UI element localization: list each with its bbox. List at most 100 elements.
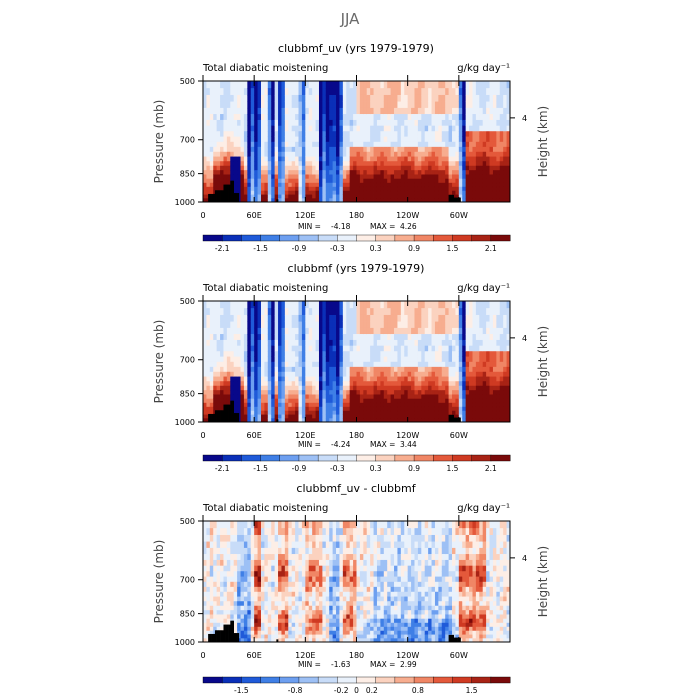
heatmap-cell xyxy=(496,161,501,167)
heatmap-cell xyxy=(257,114,262,121)
heatmap-cell xyxy=(264,634,269,639)
heatmap-cell xyxy=(209,581,214,588)
heatmap-cell xyxy=(329,334,334,341)
heatmap-cell xyxy=(322,125,327,132)
heatmap-cell xyxy=(206,334,211,341)
heatmap-cell xyxy=(339,314,344,322)
heatmap-cell xyxy=(431,161,436,167)
heatmap-cell xyxy=(452,119,456,127)
heatmap-cell xyxy=(226,119,231,127)
heatmap-cell xyxy=(233,88,238,96)
heatmap-cell xyxy=(257,351,262,357)
heatmap-cell xyxy=(271,398,276,404)
heatmap-cell xyxy=(295,94,299,102)
heatmap-cell xyxy=(380,398,385,404)
heatmap-cell xyxy=(274,156,279,162)
heatmap-cell xyxy=(254,131,258,137)
heatmap-cell xyxy=(472,182,477,188)
heatmap-cell xyxy=(336,125,340,132)
heatmap-cell xyxy=(301,339,306,347)
heatmap-cell xyxy=(203,376,207,382)
heatmap-cell xyxy=(260,622,265,628)
heatmap-cell xyxy=(322,194,327,199)
heatmap-cell xyxy=(288,119,293,127)
heatmap-cell xyxy=(233,356,238,363)
terrain-block xyxy=(453,197,456,202)
heatmap-cell xyxy=(213,571,218,577)
heatmap-cell xyxy=(458,376,463,382)
heatmap-cell xyxy=(445,125,449,132)
heatmap-cell xyxy=(431,141,436,148)
heatmap-cell xyxy=(411,351,415,357)
heatmap-cell xyxy=(281,194,286,199)
heatmap-cell xyxy=(492,156,497,162)
heatmap-cell xyxy=(424,101,429,109)
heatmap-cell xyxy=(322,410,327,415)
heatmap-cell xyxy=(370,356,374,363)
heatmap-cell xyxy=(506,81,511,89)
heatmap-cell xyxy=(278,136,282,143)
x-tick-label: 120E xyxy=(295,431,315,440)
heatmap-cell xyxy=(267,327,272,335)
heatmap-cell xyxy=(284,381,289,387)
heatmap-cell xyxy=(240,534,245,542)
heatmap-cell xyxy=(445,182,449,188)
heatmap-cell xyxy=(281,151,286,157)
heatmap-cell xyxy=(455,406,460,412)
heatmap-cell xyxy=(452,410,456,415)
heatmap-cell xyxy=(237,101,241,109)
heatmap-cell xyxy=(233,576,238,583)
heatmap-cell xyxy=(353,314,357,322)
heatmap-cell xyxy=(209,81,214,89)
heatmap-cell xyxy=(407,156,412,162)
heatmap-cell xyxy=(264,591,269,597)
heatmap-cell xyxy=(376,321,381,329)
heatmap-cell xyxy=(390,321,395,329)
heatmap-cell xyxy=(281,119,286,127)
heatmap-cell xyxy=(394,198,398,203)
heatmap-cell xyxy=(462,94,467,102)
heatmap-cell xyxy=(506,107,511,115)
heatmap-cell xyxy=(486,394,490,400)
heatmap-cell xyxy=(417,194,422,199)
heatmap-cell xyxy=(417,356,422,363)
heatmap-cell xyxy=(486,301,490,309)
heatmap-cell xyxy=(356,398,361,404)
heatmap-cell xyxy=(370,410,374,415)
heatmap-cell xyxy=(213,356,218,363)
heatmap-cell xyxy=(370,107,374,115)
heatmap-cell xyxy=(346,161,351,167)
heatmap-cell xyxy=(318,194,323,199)
heatmap-cell xyxy=(233,601,238,607)
heatmap-cell xyxy=(441,339,446,347)
heatmap-cell xyxy=(438,366,443,373)
heatmap-cell xyxy=(479,94,484,102)
heatmap-cell xyxy=(390,339,395,347)
heatmap-cell xyxy=(445,141,449,148)
heatmap-cell xyxy=(305,186,310,192)
heatmap-cell xyxy=(417,107,422,115)
heatmap-cell xyxy=(315,394,320,400)
heatmap-cell xyxy=(373,385,378,391)
heatmap-cell xyxy=(237,541,241,549)
heatmap-cell xyxy=(462,131,467,137)
heatmap-cell xyxy=(329,182,334,188)
heatmap-cell xyxy=(499,406,504,412)
heatmap-cell xyxy=(475,394,480,400)
heatmap-cell xyxy=(243,534,248,542)
heatmap-cell xyxy=(455,136,460,143)
heatmap-cell xyxy=(359,131,364,137)
heatmap-cell xyxy=(305,94,310,102)
heatmap-cell xyxy=(407,321,412,329)
y-tick-label: 1000 xyxy=(175,418,195,427)
heatmap-cell xyxy=(264,547,269,555)
heatmap-cell xyxy=(400,345,405,352)
heatmap-cell xyxy=(503,107,507,115)
heatmap-cell xyxy=(383,345,388,352)
heatmap-cell xyxy=(203,638,207,643)
heatmap-cell xyxy=(216,361,221,368)
heatmap-cell xyxy=(213,151,218,157)
heatmap-cell xyxy=(424,136,429,143)
heatmap-cell xyxy=(349,146,354,153)
heatmap-cell xyxy=(431,402,436,408)
